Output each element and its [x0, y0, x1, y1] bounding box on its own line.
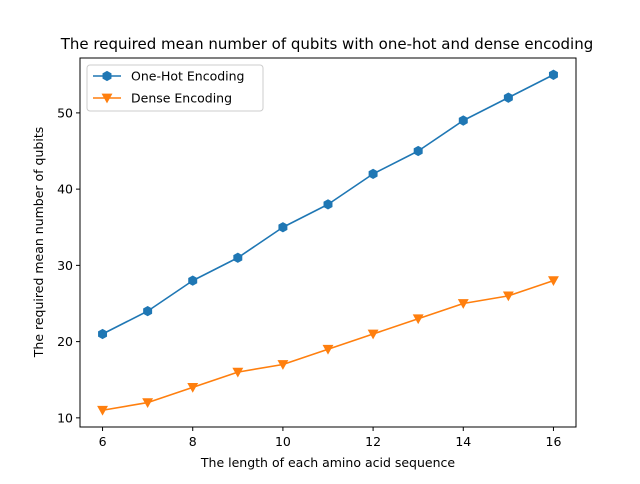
x-axis-ticks: 6 8 10 12 14 16	[99, 427, 562, 449]
legend: One-Hot Encoding Dense Encoding	[86, 64, 264, 112]
y-tick-label: 20	[57, 334, 73, 349]
x-tick-label: 14	[455, 434, 471, 449]
data-point-dense-encoding	[457, 299, 469, 309]
data-point-dense-encoding	[97, 405, 108, 416]
y-tick-label: 40	[57, 182, 73, 197]
series-one-hot-encoding	[98, 69, 558, 340]
axes-frame	[79, 57, 577, 428]
y-tick-label: 50	[57, 105, 73, 120]
y-axis-label: The required mean number of qubits	[31, 127, 46, 358]
plot-area	[97, 69, 559, 416]
data-point-dense-encoding	[142, 398, 154, 409]
data-point-one-hot-encoding	[323, 199, 333, 210]
x-tick-label: 16	[546, 434, 562, 449]
data-point-one-hot-encoding	[233, 252, 243, 263]
data-point-one-hot-encoding	[413, 145, 423, 157]
y-tick-label: 10	[57, 410, 73, 425]
legend-marker-one-hot-encoding	[102, 70, 112, 82]
legend-label-one-hot-encoding: One-Hot Encoding	[131, 69, 245, 84]
legend-box	[86, 64, 264, 112]
x-tick-label: 8	[189, 434, 197, 449]
data-point-one-hot-encoding	[548, 69, 558, 80]
data-point-dense-encoding	[502, 291, 514, 302]
data-point-dense-encoding	[232, 367, 244, 378]
data-point-dense-encoding	[412, 314, 424, 325]
data-point-one-hot-encoding	[503, 92, 513, 103]
data-point-dense-encoding	[277, 360, 289, 370]
data-point-dense-encoding	[367, 329, 379, 340]
legend-label-dense-encoding: Dense Encoding	[131, 91, 232, 106]
data-point-one-hot-encoding	[98, 328, 108, 340]
x-tick-label: 12	[365, 434, 381, 449]
data-point-dense-encoding	[322, 344, 334, 355]
series-dense-encoding	[97, 276, 559, 416]
data-point-one-hot-encoding	[143, 305, 153, 317]
y-tick-label: 30	[57, 258, 73, 273]
chart-title: The required mean number of qubits with …	[60, 35, 594, 53]
x-tick-label: 6	[99, 434, 107, 449]
legend-marker-dense-encoding	[101, 93, 113, 104]
data-point-one-hot-encoding	[458, 115, 468, 126]
data-point-one-hot-encoding	[368, 168, 378, 180]
x-tick-label: 10	[275, 434, 291, 449]
data-point-one-hot-encoding	[278, 222, 288, 233]
y-axis-ticks: 10 20 30 40 50	[57, 105, 80, 425]
data-point-one-hot-encoding	[188, 275, 198, 286]
x-axis-label: The length of each amino acid sequence	[200, 455, 455, 470]
data-point-dense-encoding	[187, 382, 199, 393]
data-point-dense-encoding	[548, 276, 559, 287]
